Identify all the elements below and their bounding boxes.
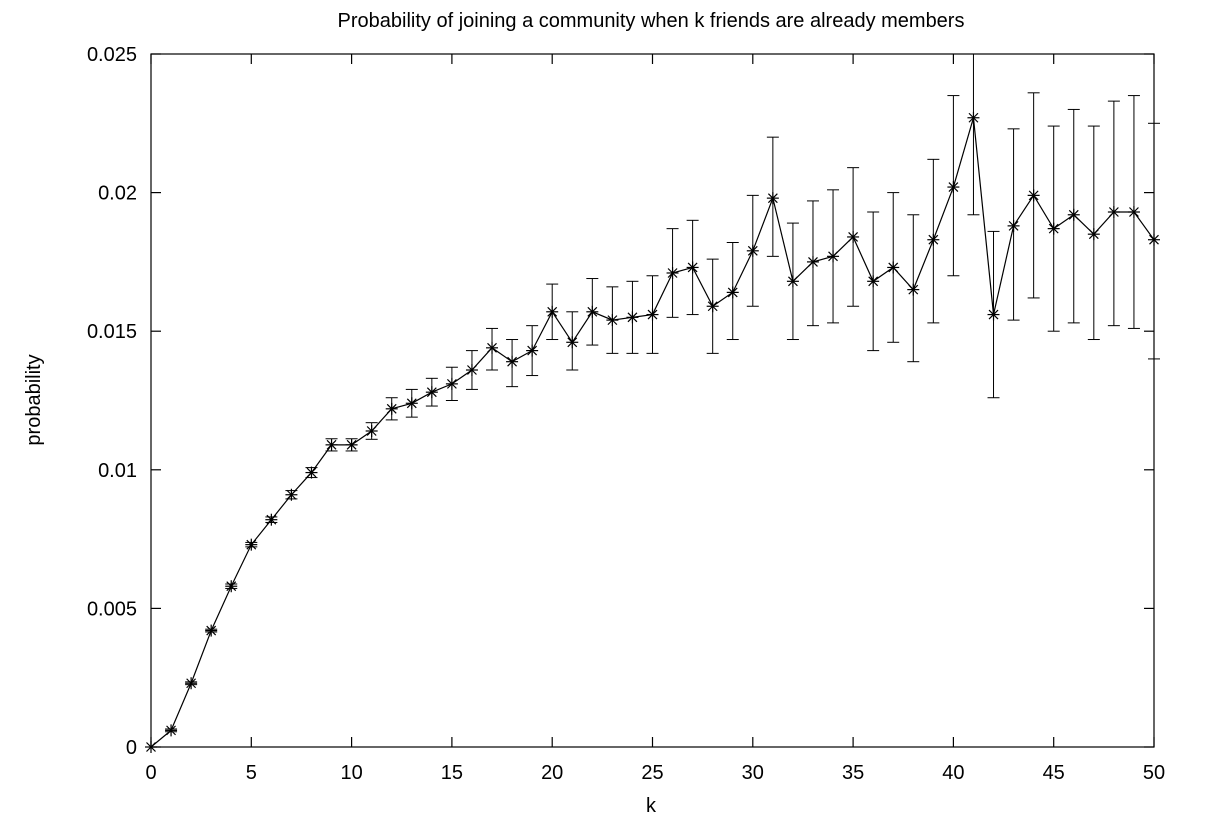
x-axis-label: k — [646, 795, 657, 817]
y-tick-label: 0 — [126, 737, 137, 759]
data-point — [907, 283, 920, 296]
data-point — [1047, 222, 1060, 235]
x-tick-label: 40 — [942, 762, 964, 784]
data-point — [987, 308, 1000, 321]
data-point — [1027, 189, 1040, 202]
data-point — [345, 438, 358, 451]
data-point — [626, 311, 639, 324]
x-tick-label: 0 — [145, 762, 156, 784]
data-point — [405, 397, 418, 410]
data-point — [646, 308, 659, 321]
data-point — [1067, 208, 1080, 221]
data-point — [766, 192, 779, 205]
data-point — [205, 624, 218, 637]
data-point — [165, 724, 178, 737]
data-point — [486, 341, 499, 354]
data-point — [606, 314, 619, 327]
data-point — [786, 275, 799, 288]
y-tick-label: 0.015 — [87, 321, 137, 343]
data-point — [1107, 206, 1120, 219]
data-point — [686, 261, 699, 274]
data-point — [385, 402, 398, 415]
data-point — [506, 355, 519, 368]
y-axis: 0 0.005 0.01 0.015 0.02 0.025 — [87, 44, 1154, 759]
data-point — [305, 466, 318, 479]
x-tick-label: 20 — [541, 762, 563, 784]
data-point — [225, 580, 238, 593]
data-point — [185, 677, 198, 690]
data-point — [1127, 206, 1140, 219]
error-bar — [967, 53, 980, 216]
x-tick-label: 45 — [1043, 762, 1065, 784]
y-tick-label: 0.025 — [87, 44, 137, 66]
error-bars — [165, 53, 1160, 733]
x-tick-label: 50 — [1143, 762, 1165, 784]
data-point — [526, 344, 539, 357]
data-point — [947, 181, 960, 194]
x-tick-label: 10 — [340, 762, 362, 784]
data-point — [1007, 219, 1020, 232]
data-point — [967, 111, 980, 124]
x-tick-label: 25 — [641, 762, 663, 784]
data-point — [325, 438, 338, 451]
data-point — [566, 336, 579, 349]
data-point — [445, 377, 458, 390]
data-point — [586, 305, 599, 318]
y-tick-label: 0.02 — [98, 183, 137, 205]
data-point — [847, 230, 860, 243]
data-point — [145, 741, 157, 753]
y-axis-label: probability — [23, 354, 45, 445]
y-tick-label: 0.005 — [87, 598, 137, 620]
series-markers — [145, 111, 1160, 753]
data-point — [1087, 228, 1100, 241]
series-line — [150, 117, 1155, 748]
data-point — [867, 275, 880, 288]
data-point — [827, 250, 840, 263]
data-point — [666, 266, 679, 279]
x-tick-label: 15 — [441, 762, 463, 784]
y-tick-label: 0.01 — [98, 460, 137, 482]
data-point — [706, 300, 719, 313]
data-point — [265, 513, 278, 526]
x-tick-label: 30 — [742, 762, 764, 784]
data-point — [1148, 233, 1160, 246]
data-point — [365, 424, 378, 437]
data-point — [546, 305, 559, 318]
data-point — [746, 244, 759, 257]
chart-title: Probability of joining a community when … — [338, 10, 965, 32]
data-point — [245, 538, 258, 551]
data-point — [927, 233, 940, 246]
data-point — [465, 364, 478, 377]
x-tick-label: 35 — [842, 762, 864, 784]
data-point — [285, 488, 298, 501]
data-point — [425, 386, 438, 399]
x-tick-label: 5 — [246, 762, 257, 784]
data-point — [887, 261, 900, 274]
data-point — [806, 255, 819, 268]
plot-frame — [150, 53, 1155, 748]
data-point — [726, 286, 739, 299]
x-axis: 0 5 10 15 20 25 30 35 40 45 50 — [145, 54, 1165, 784]
